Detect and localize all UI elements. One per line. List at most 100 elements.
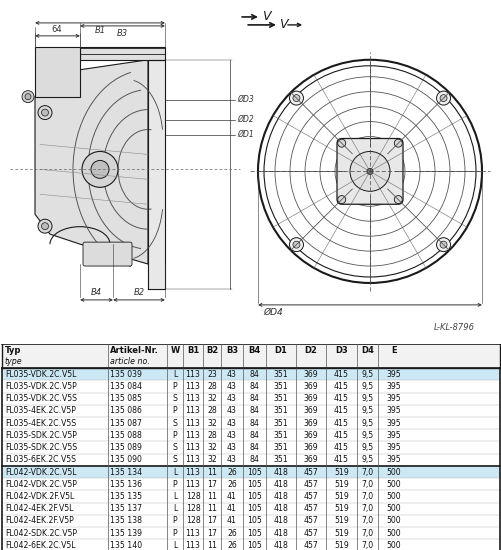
Text: 17: 17: [206, 529, 216, 537]
Text: 418: 418: [273, 541, 288, 550]
Text: 500: 500: [386, 541, 400, 550]
Text: 369: 369: [303, 382, 318, 391]
Bar: [2, 368, 499, 381]
Text: 9,5: 9,5: [361, 455, 373, 464]
Text: ØD4: ØD4: [263, 308, 282, 317]
Text: 28: 28: [207, 382, 216, 391]
Text: ØD2: ØD2: [236, 115, 253, 124]
Text: 351: 351: [273, 382, 288, 391]
Text: 28: 28: [207, 406, 216, 415]
Text: 113: 113: [185, 419, 200, 428]
Circle shape: [439, 95, 446, 102]
Text: 351: 351: [273, 370, 288, 379]
Text: 9,5: 9,5: [361, 431, 373, 440]
Polygon shape: [35, 60, 148, 264]
Text: FL035-4EK.2C.V5P: FL035-4EK.2C.V5P: [5, 406, 76, 415]
Text: 9,5: 9,5: [361, 406, 373, 415]
Text: 395: 395: [386, 443, 400, 452]
FancyBboxPatch shape: [83, 242, 132, 266]
Text: 26: 26: [226, 468, 236, 476]
Text: 43: 43: [226, 431, 236, 440]
Text: L: L: [172, 468, 177, 476]
Text: L: L: [172, 504, 177, 513]
Text: FL042-VDK.2C.V5L: FL042-VDK.2C.V5L: [5, 468, 76, 476]
Text: S: S: [172, 419, 177, 428]
Text: 418: 418: [273, 480, 288, 489]
Text: 41: 41: [226, 516, 236, 525]
Text: 28: 28: [207, 431, 216, 440]
Text: 43: 43: [226, 406, 236, 415]
Text: B2: B2: [133, 288, 144, 297]
Text: 113: 113: [185, 431, 200, 440]
Text: V: V: [262, 10, 270, 24]
Circle shape: [337, 196, 345, 204]
Circle shape: [38, 219, 52, 233]
Text: 395: 395: [386, 406, 400, 415]
Text: 11: 11: [206, 504, 216, 513]
Text: 11: 11: [206, 541, 216, 550]
Text: 135 090: 135 090: [110, 455, 142, 464]
Text: P: P: [172, 382, 177, 391]
Text: B4: B4: [248, 346, 260, 355]
Text: 43: 43: [226, 370, 236, 379]
Text: 128: 128: [185, 516, 200, 525]
Circle shape: [42, 109, 49, 116]
Text: 369: 369: [303, 443, 318, 452]
Text: P: P: [172, 406, 177, 415]
Text: 105: 105: [246, 480, 262, 489]
Text: 135 138: 135 138: [110, 516, 142, 525]
Bar: [2, 344, 499, 368]
Text: FL035-4EK.2C.V5S: FL035-4EK.2C.V5S: [5, 419, 76, 428]
Text: 415: 415: [333, 370, 348, 379]
Text: FL035-6EK.2C.V5S: FL035-6EK.2C.V5S: [5, 455, 76, 464]
Circle shape: [289, 91, 303, 105]
Text: P: P: [172, 516, 177, 525]
Text: 369: 369: [303, 394, 318, 403]
Text: 135 139: 135 139: [110, 529, 142, 537]
Text: 457: 457: [303, 541, 318, 550]
Text: 7,0: 7,0: [361, 541, 373, 550]
Text: 457: 457: [303, 504, 318, 513]
Text: 32: 32: [207, 443, 216, 452]
Text: 457: 457: [303, 529, 318, 537]
Text: FL042-4EK.2F.V5P: FL042-4EK.2F.V5P: [5, 516, 74, 525]
Circle shape: [436, 238, 449, 251]
Text: 84: 84: [249, 443, 259, 452]
Circle shape: [38, 106, 52, 119]
Circle shape: [289, 238, 303, 251]
Text: 351: 351: [273, 455, 288, 464]
Text: 519: 519: [334, 480, 348, 489]
Text: 418: 418: [273, 492, 288, 501]
Text: 395: 395: [386, 394, 400, 403]
Text: 7,0: 7,0: [361, 529, 373, 537]
Text: 64: 64: [52, 25, 62, 34]
Text: 500: 500: [386, 529, 400, 537]
Text: 415: 415: [333, 394, 348, 403]
Text: 7,0: 7,0: [361, 492, 373, 501]
Text: FL035-VDK.2C.V5S: FL035-VDK.2C.V5S: [5, 394, 77, 403]
Text: 113: 113: [185, 541, 200, 550]
Text: 500: 500: [386, 516, 400, 525]
Text: P: P: [172, 431, 177, 440]
Text: 415: 415: [333, 443, 348, 452]
Text: 135 135: 135 135: [110, 492, 142, 501]
Text: 135 140: 135 140: [110, 541, 142, 550]
Text: 41: 41: [226, 504, 236, 513]
Text: 128: 128: [185, 492, 200, 501]
Text: 9,5: 9,5: [361, 370, 373, 379]
Text: 395: 395: [386, 419, 400, 428]
Text: FL035-VDK.2C.V5L: FL035-VDK.2C.V5L: [5, 370, 76, 379]
Text: B3: B3: [225, 346, 237, 355]
Text: type: type: [5, 357, 23, 366]
FancyBboxPatch shape: [336, 139, 402, 204]
Text: 84: 84: [249, 419, 259, 428]
Text: 519: 519: [334, 541, 348, 550]
Text: Artikel-Nr.: Artikel-Nr.: [110, 346, 158, 355]
Text: P: P: [172, 480, 177, 489]
Text: 351: 351: [273, 406, 288, 415]
Text: 519: 519: [334, 529, 348, 537]
Text: 135 039: 135 039: [110, 370, 142, 379]
Text: B2: B2: [205, 346, 218, 355]
Text: 500: 500: [386, 468, 400, 476]
Text: 32: 32: [207, 455, 216, 464]
